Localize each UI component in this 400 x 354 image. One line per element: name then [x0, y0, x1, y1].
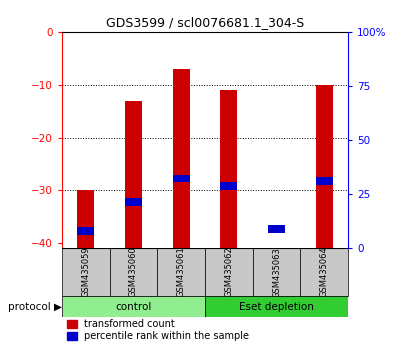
- Bar: [253, 249, 300, 296]
- Text: protocol ▶: protocol ▶: [8, 302, 62, 312]
- Bar: [220, 90, 237, 249]
- Bar: [268, 225, 285, 233]
- Text: control: control: [115, 302, 152, 312]
- Text: GSM435060: GSM435060: [129, 247, 138, 297]
- Bar: [125, 101, 142, 249]
- Bar: [220, 182, 237, 190]
- Bar: [300, 249, 348, 296]
- Bar: [316, 177, 332, 185]
- Bar: [173, 175, 190, 182]
- Text: GSM435064: GSM435064: [320, 247, 329, 297]
- Bar: [157, 249, 205, 296]
- Bar: [205, 296, 348, 318]
- Bar: [125, 198, 142, 206]
- Bar: [62, 249, 110, 296]
- Title: GDS3599 / scl0076681.1_304-S: GDS3599 / scl0076681.1_304-S: [106, 16, 304, 29]
- Bar: [78, 190, 94, 249]
- Bar: [316, 85, 332, 249]
- Text: GSM435059: GSM435059: [81, 247, 90, 297]
- Legend: transformed count, percentile rank within the sample: transformed count, percentile rank withi…: [67, 319, 249, 341]
- Bar: [173, 69, 190, 249]
- Bar: [205, 249, 253, 296]
- Bar: [78, 227, 94, 235]
- Bar: [62, 296, 205, 318]
- Text: GSM435063: GSM435063: [272, 247, 281, 297]
- Text: GSM435061: GSM435061: [177, 247, 186, 297]
- Text: Eset depletion: Eset depletion: [239, 302, 314, 312]
- Text: GSM435062: GSM435062: [224, 247, 233, 297]
- Bar: [110, 249, 157, 296]
